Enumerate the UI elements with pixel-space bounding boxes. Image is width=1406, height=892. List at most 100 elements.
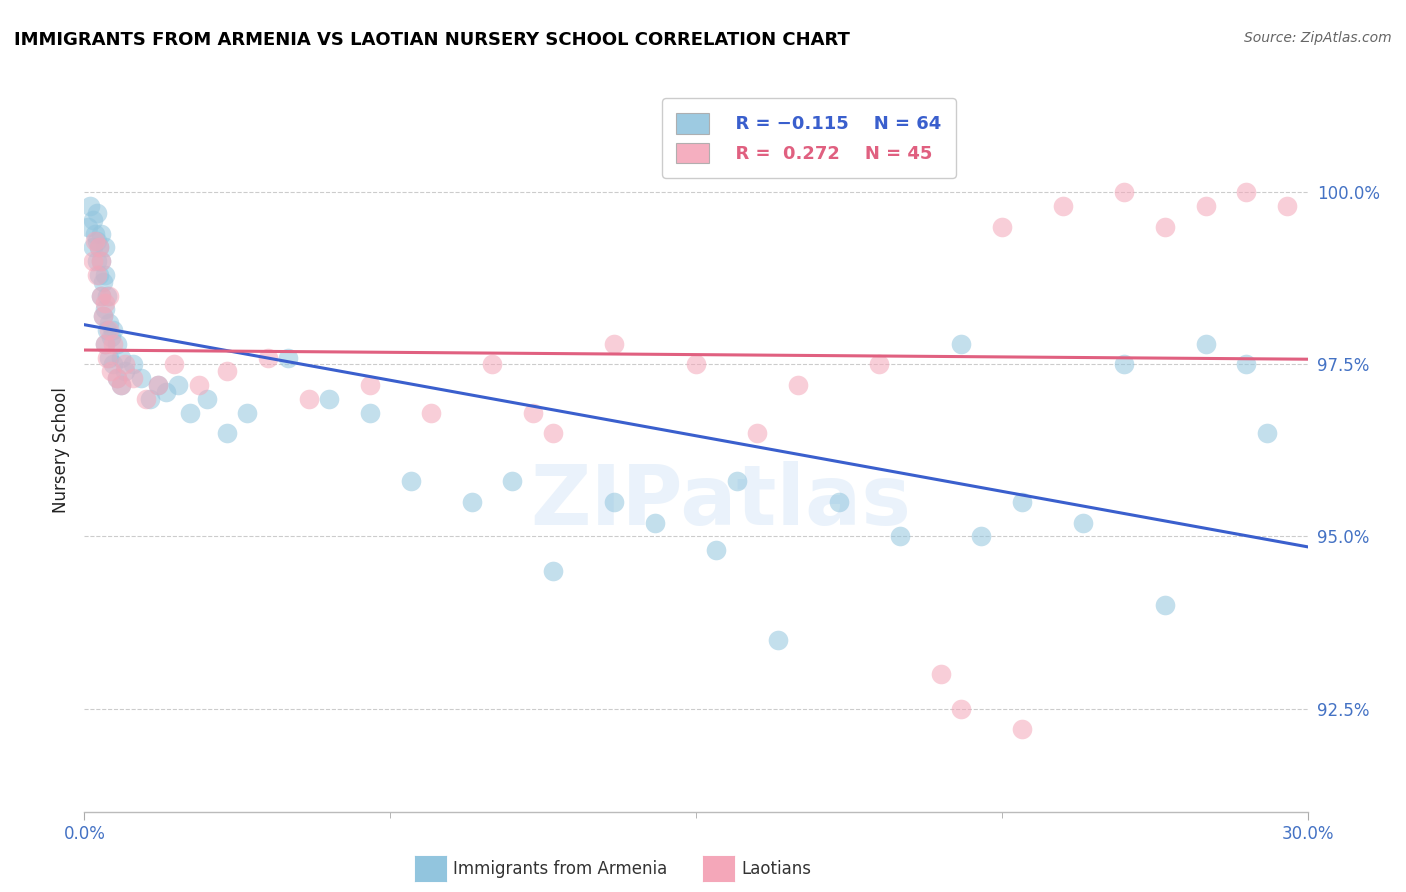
Point [105,371,128,385]
Point [97,351,120,365]
Point [603,495,626,509]
Point [1052,199,1074,213]
Point [86,268,108,282]
Point [96,323,118,337]
Point [543,564,565,578]
Point [950,701,973,715]
Y-axis label: Nursery School: Nursery School [52,387,70,514]
Point [1114,358,1136,372]
Point [97,316,120,330]
Point [105,371,128,385]
Point [236,406,259,420]
Point [399,475,422,489]
Point [420,406,443,420]
Point [869,358,891,372]
Point [991,219,1014,234]
Point [1011,722,1033,736]
Point [122,358,145,372]
Point [122,371,145,385]
Point [1114,186,1136,200]
Point [82,254,104,268]
Point [77,219,100,234]
Point [96,351,118,365]
Point [86,234,108,248]
Point [93,302,115,317]
Point [481,358,503,372]
Text: Laotians: Laotians [741,860,811,878]
Point [93,268,115,282]
Point [359,406,381,420]
Point [1236,186,1258,200]
Point [828,495,851,509]
Point [644,516,666,530]
Point [87,240,110,254]
Point [131,371,153,385]
Point [1011,495,1033,509]
Text: IMMIGRANTS FROM ARMENIA VS LAOTIAN NURSERY SCHOOL CORRELATION CHART: IMMIGRANTS FROM ARMENIA VS LAOTIAN NURSE… [14,31,851,49]
Point [90,288,112,302]
Point [146,378,169,392]
Point [146,378,169,392]
Point [114,364,136,378]
Point [97,323,120,337]
Point [766,632,789,647]
Point [359,378,381,392]
Point [318,392,340,406]
Point [90,288,112,302]
Point [93,336,115,351]
Point [543,426,565,441]
Point [787,378,810,392]
Point [502,475,524,489]
Point [101,336,124,351]
Point [685,358,707,372]
Point [725,475,748,489]
Point [87,268,110,282]
Text: ZIPatlas: ZIPatlas [530,460,911,541]
Point [217,426,239,441]
Point [93,240,115,254]
Point [135,392,157,406]
Point [929,667,952,681]
Point [603,336,626,351]
Point [1154,219,1177,234]
Point [91,310,114,324]
Point [93,336,115,351]
Point [100,364,122,378]
Point [110,378,132,392]
Point [110,378,132,392]
Point [179,406,201,420]
Point [86,206,108,220]
Point [1195,336,1218,351]
Point [105,336,128,351]
Point [522,406,544,420]
Point [96,288,118,302]
Point [101,358,124,372]
Point [1236,358,1258,372]
Point [277,351,299,365]
Point [93,295,115,310]
Point [1154,599,1177,613]
Text: Source: ZipAtlas.com: Source: ZipAtlas.com [1244,31,1392,45]
Point [114,358,136,372]
Point [91,275,114,289]
Point [706,543,728,558]
Point [90,227,112,241]
Point [83,234,105,248]
Point [1195,199,1218,213]
Point [91,310,114,324]
Legend:   R = −0.115    N = 64,   R =  0.272    N = 45: R = −0.115 N = 64, R = 0.272 N = 45 [662,98,956,178]
Point [461,495,484,509]
Point [97,288,120,302]
Point [138,392,160,406]
Point [155,384,177,399]
Point [90,254,112,268]
Point [100,330,122,344]
Point [217,364,239,378]
Point [1256,426,1278,441]
Point [86,254,108,268]
Point [83,227,105,241]
Point [87,240,110,254]
Point [79,199,101,213]
Point [82,213,104,227]
Point [1277,199,1299,213]
